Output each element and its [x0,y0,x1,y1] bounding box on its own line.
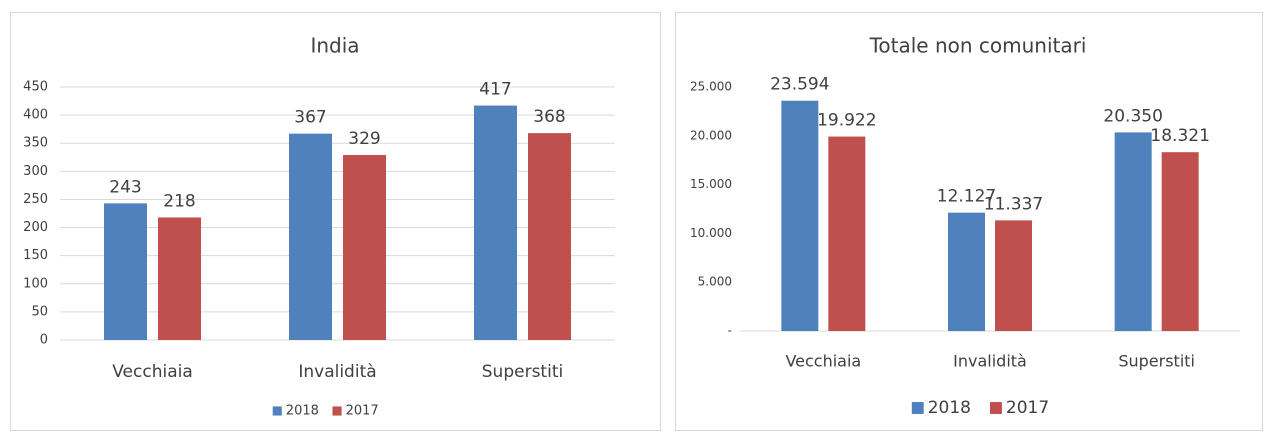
data-label: 23.594 [770,75,829,95]
bar [1161,152,1199,331]
x-tick-label: Invalidità [953,352,1027,371]
x-tick-label: Vecchiaia [112,362,193,382]
x-tick-label: Invalidità [298,362,376,382]
y-tick-label: 0 [40,333,48,348]
y-tick-label: 150 [23,248,48,263]
y-tick-label: 5.000 [698,275,732,289]
bar [995,220,1032,331]
y-tick-label: 350 [23,136,48,151]
bar [104,203,147,340]
y-tick-label: 200 [23,220,48,235]
data-label: 243 [109,177,141,197]
legend-swatch [911,402,924,414]
legend-label: 2017 [1006,398,1049,418]
bar [343,155,386,340]
y-tick-label: 450 [23,80,48,95]
data-label: 417 [479,80,511,100]
legend-label: 2017 [346,404,379,419]
y-tick-label: 100 [23,276,48,291]
legend-label: 2018 [928,398,971,418]
bar [474,105,517,340]
y-tick-label: 25.000 [690,80,732,94]
chart-title: Totale non comunitari [869,34,1087,58]
y-tick-label: 20.000 [690,128,732,142]
y-tick-label: 50 [31,304,48,319]
x-tick-label: Vecchiaia [785,352,861,371]
chart-title: India [310,34,359,58]
data-label: 11.337 [984,194,1043,214]
data-label: 329 [348,129,380,149]
bar [528,133,571,340]
bar [948,212,985,331]
legend-swatch [332,406,342,416]
legend-label: 2018 [286,404,319,419]
y-tick-label: 250 [23,192,48,207]
bar [781,100,819,331]
x-tick-label: Superstiti [482,362,563,382]
bar [1114,132,1152,331]
legend-swatch [272,406,282,416]
data-label: 12.127 [937,187,996,207]
y-tick-label: 300 [23,164,48,179]
data-label: 19.922 [817,111,876,131]
bar [158,217,201,340]
data-label: 368 [533,107,565,127]
bar [289,133,332,340]
data-label: 18.321 [1150,126,1209,146]
bar [828,136,866,331]
y-tick-label: 15.000 [690,177,732,191]
x-tick-label: Superstiti [1118,352,1195,371]
data-label: 20.350 [1103,106,1162,126]
y-tick-label: - [728,324,732,338]
data-label: 218 [163,191,195,211]
data-label: 367 [294,108,326,128]
legend-swatch [990,402,1002,414]
y-tick-label: 400 [23,108,48,123]
y-tick-label: 10.000 [690,226,732,240]
